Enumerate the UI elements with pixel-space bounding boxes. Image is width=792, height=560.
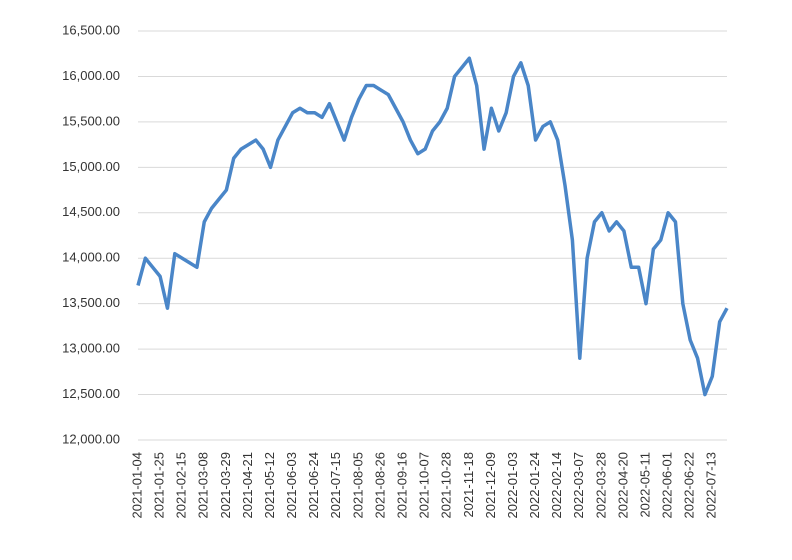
y-tick-label: 13,500.00 xyxy=(62,295,120,310)
x-tick-label: 2021-06-24 xyxy=(306,452,321,519)
x-tick-label: 2021-03-08 xyxy=(196,452,211,519)
x-tick-label: 2021-05-12 xyxy=(262,452,277,519)
y-tick-label: 12,000.00 xyxy=(62,431,120,446)
x-tick-label: 2022-01-24 xyxy=(527,452,542,519)
x-tick-label: 2021-01-25 xyxy=(152,452,167,519)
x-tick-label: 2022-07-13 xyxy=(704,452,719,519)
x-tick-label: 2021-08-26 xyxy=(372,452,387,519)
y-tick-label: 13,000.00 xyxy=(62,341,120,356)
y-tick-label: 15,500.00 xyxy=(62,113,120,128)
x-tick-label: 2021-08-05 xyxy=(350,452,365,519)
x-tick-label: 2022-04-20 xyxy=(615,452,630,519)
x-tick-label: 2021-11-18 xyxy=(461,452,476,518)
x-tick-label: 2022-06-01 xyxy=(660,452,675,519)
x-tick-label: 2022-05-11 xyxy=(637,452,652,518)
x-tick-label: 2021-09-16 xyxy=(394,452,409,519)
x-tick-label: 2021-10-28 xyxy=(439,452,454,519)
data-line xyxy=(136,56,729,397)
x-tick-label: 2022-01-03 xyxy=(505,452,520,519)
x-tick-label: 2021-03-29 xyxy=(218,452,233,519)
y-tick-label: 15,000.00 xyxy=(62,159,120,174)
x-tick-label: 2021-12-09 xyxy=(483,452,498,519)
x-tick-label: 2021-04-21 xyxy=(240,452,255,519)
x-tick-label: 2022-03-28 xyxy=(593,452,608,519)
x-tick-label: 2021-10-07 xyxy=(417,452,432,519)
y-tick-label: 14,000.00 xyxy=(62,250,120,265)
x-tick-label: 2022-06-22 xyxy=(682,452,697,519)
x-tick-label: 2021-06-03 xyxy=(284,452,299,519)
x-tick-label: 2021-07-15 xyxy=(328,452,343,519)
x-tick-label: 2022-02-14 xyxy=(549,452,564,519)
y-tick-label: 16,500.00 xyxy=(62,22,120,37)
x-tick-label: 2021-02-15 xyxy=(174,452,189,519)
x-tick-label: 2021-01-04 xyxy=(129,452,144,519)
x-tick-label: 2022-03-07 xyxy=(571,452,586,519)
y-tick-label: 12,500.00 xyxy=(62,386,120,401)
y-tick-label: 14,500.00 xyxy=(62,204,120,219)
y-tick-label: 16,000.00 xyxy=(62,68,120,83)
